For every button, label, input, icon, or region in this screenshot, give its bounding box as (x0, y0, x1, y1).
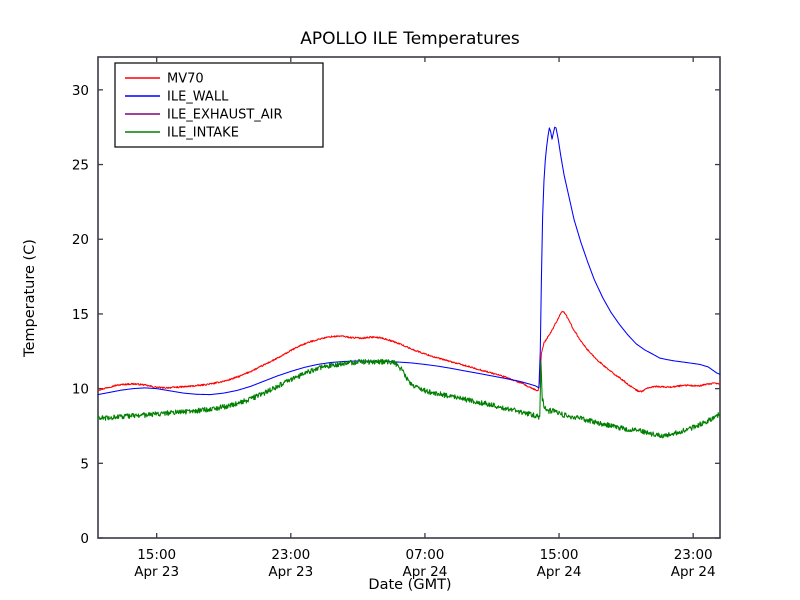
series-line-ile_wall (97, 126, 721, 396)
x-tick-label-time: 23:00 (271, 547, 310, 563)
series-line-ile_intake (97, 358, 721, 439)
legend-box (114, 62, 324, 148)
x-tick-label-time: 07:00 (405, 547, 444, 563)
y-axis-label: Temperature (C) (22, 239, 38, 358)
x-tick-label-date: Apr 23 (134, 564, 179, 580)
y-tick-label: 10 (72, 382, 89, 398)
plot-area-frame (97, 56, 721, 539)
x-tick-label-time: 15:00 (137, 547, 176, 563)
y-tick-label: 25 (72, 158, 89, 174)
y-tick-label: 15 (72, 307, 89, 323)
y-tick-label: 0 (80, 531, 89, 547)
y-tick-label: 20 (72, 232, 89, 248)
x-tick-label-time: 23:00 (674, 547, 713, 563)
legend-label-ile_wall[interactable]: ILE_WALL (167, 90, 229, 105)
y-tick-label: 30 (72, 83, 89, 99)
y-axis-ticks: 0 5 10 15 20 25 30 (72, 83, 720, 547)
series-line-mv70 (97, 311, 721, 393)
data-series-group (97, 126, 721, 439)
legend-label-ile_intake[interactable]: ILE_INTAKE (167, 126, 239, 141)
chart-title: APOLLO ILE Temperatures (300, 29, 520, 49)
x-tick-label-date: Apr 23 (268, 564, 313, 580)
legend-label-mv70[interactable]: MV70 (167, 72, 204, 87)
x-tick-label-date: Apr 24 (671, 564, 716, 580)
chart-legend[interactable]: MV70 ILE_WALL ILE_EXHAUST_AIR ILE_INTAKE (114, 62, 324, 148)
x-tick-label-date: Apr 24 (537, 564, 582, 580)
legend-label-ile_exhaust_air[interactable]: ILE_EXHAUST_AIR (167, 108, 283, 123)
x-tick-label-date: Apr 24 (403, 564, 448, 580)
x-tick-label-time: 15:00 (540, 547, 579, 563)
y-tick-label: 5 (80, 456, 89, 472)
x-axis-label: Date (GMT) (368, 577, 451, 593)
